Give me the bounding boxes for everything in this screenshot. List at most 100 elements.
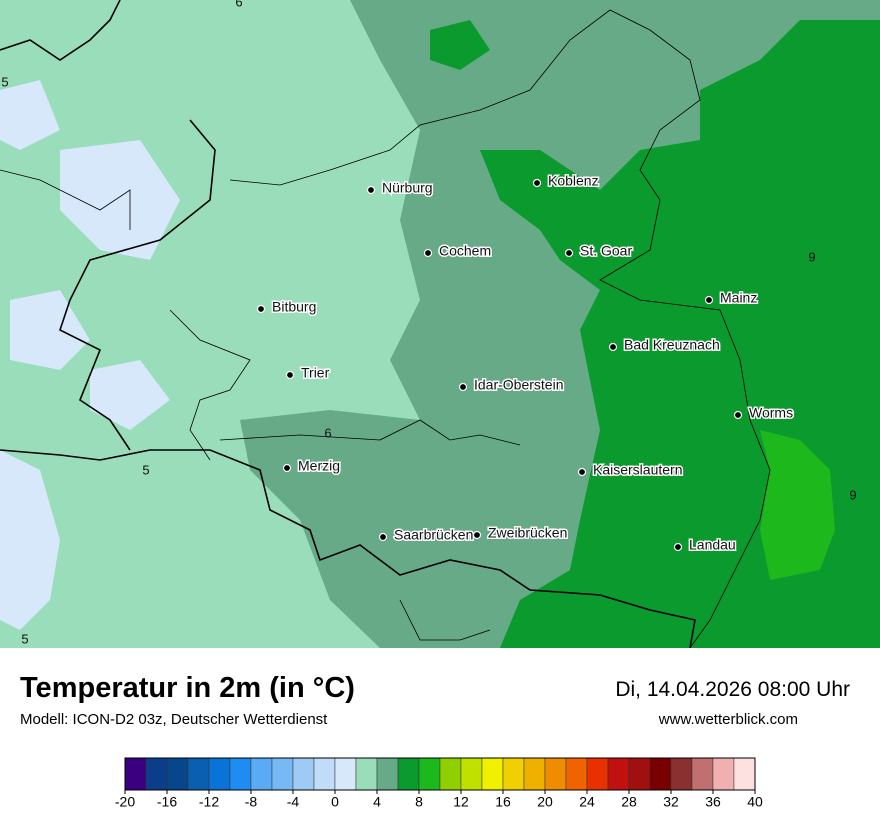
city-label: Mainz [720, 290, 757, 306]
color-step [229, 757, 252, 791]
tick-label: 0 [331, 794, 339, 810]
color-step [187, 757, 210, 791]
city-marker [577, 467, 587, 477]
color-step [523, 757, 546, 791]
color-step [649, 757, 672, 791]
border [59, 119, 216, 451]
temp-zone [90, 360, 170, 430]
city-label: Landau [689, 537, 736, 553]
city-marker [366, 185, 376, 195]
city-marker [285, 370, 295, 380]
color-step [145, 757, 168, 791]
color-step [292, 757, 315, 791]
color-step [313, 757, 336, 791]
city-marker [608, 342, 618, 352]
city-label: Merzig [298, 458, 340, 474]
color-step [460, 757, 483, 791]
city-label: Cochem [439, 243, 491, 259]
color-step [502, 757, 525, 791]
color-step [124, 757, 147, 791]
city-label: Bad Kreuznach [624, 337, 720, 353]
color-step [208, 757, 231, 791]
color-step [481, 757, 504, 791]
isoline-label: 6 [235, 0, 242, 9]
color-step [691, 757, 714, 791]
border [229, 9, 771, 648]
isoline-label: 5 [1, 74, 8, 89]
subtitle: Modell: ICON-D2 03z, Deutscher Wetterdie… [20, 711, 328, 728]
tick-label: 16 [495, 794, 511, 810]
isoline-label: 9 [849, 487, 856, 502]
date: Di, 14.04.2026 08:00 Uhr [615, 678, 850, 701]
city-marker [282, 463, 292, 473]
tick-label: -12 [199, 794, 219, 810]
border [0, 169, 131, 230]
city-marker [378, 532, 388, 542]
color-step [376, 757, 399, 791]
color-step [271, 757, 294, 791]
tick-label: 12 [453, 794, 469, 810]
city-label: Trier [301, 365, 330, 381]
color-step [628, 757, 651, 791]
temp-zone [430, 20, 490, 70]
temp-zone [10, 290, 90, 370]
color-step [334, 757, 357, 791]
city-marker [733, 410, 743, 420]
tick-label: 40 [747, 794, 763, 810]
tick-label: 28 [621, 794, 637, 810]
colorbar-frame [124, 757, 756, 791]
city-label: Kaiserslautern [593, 462, 683, 478]
color-step [166, 757, 189, 791]
city-label: Bitburg [272, 299, 316, 315]
tick-label: -16 [157, 794, 177, 810]
city-label: Koblenz [548, 173, 599, 189]
tick-label: -8 [245, 794, 258, 810]
isoline-label: 6 [324, 425, 331, 440]
border [0, 449, 696, 648]
color-step [586, 757, 609, 791]
city-marker [472, 530, 482, 540]
color-step [712, 757, 735, 791]
map: Nürburg Cochem Koblenz St. Goar Mainz Bitburg… [0, 0, 880, 648]
tick-label: 4 [373, 794, 381, 810]
border [399, 599, 491, 641]
border [219, 419, 521, 446]
city-label: Worms [749, 405, 793, 421]
color-step [250, 757, 273, 791]
border [169, 309, 251, 461]
color-step [607, 757, 630, 791]
color-step [733, 757, 756, 791]
color-step [439, 757, 462, 791]
colorbar: -20 -16 -12 -8 -4 0 4 8 12 16 20 24 28 32 36 40 [115, 757, 763, 810]
city-marker [423, 248, 433, 258]
tick-label: 20 [537, 794, 553, 810]
color-step [670, 757, 693, 791]
city-marker [458, 382, 468, 392]
city-marker [256, 304, 266, 314]
tick-label: 32 [663, 794, 679, 810]
city-marker [704, 295, 714, 305]
temp-zone [60, 140, 180, 260]
city-marker [564, 248, 574, 258]
tick-label: 36 [705, 794, 721, 810]
color-step [355, 757, 378, 791]
isoline-label: 5 [142, 462, 149, 477]
color-step [565, 757, 588, 791]
city-label: Saarbrücken [394, 527, 473, 543]
temp-zone [0, 450, 60, 630]
city-marker [673, 542, 683, 552]
title: Temperatur in 2m (in °C) [20, 672, 355, 704]
tick-label: 8 [415, 794, 423, 810]
city-label: St. Goar [580, 243, 632, 259]
tick-label: 24 [579, 794, 595, 810]
temp-zone [760, 430, 835, 580]
color-step [418, 757, 441, 791]
isoline-label: 9 [808, 249, 815, 264]
color-step [397, 757, 420, 791]
tick-label: -4 [287, 794, 300, 810]
city-marker [532, 178, 542, 188]
border [0, 0, 121, 61]
website: www.wetterblick.com [658, 711, 798, 728]
city-label: Zweibrücken [488, 525, 567, 541]
